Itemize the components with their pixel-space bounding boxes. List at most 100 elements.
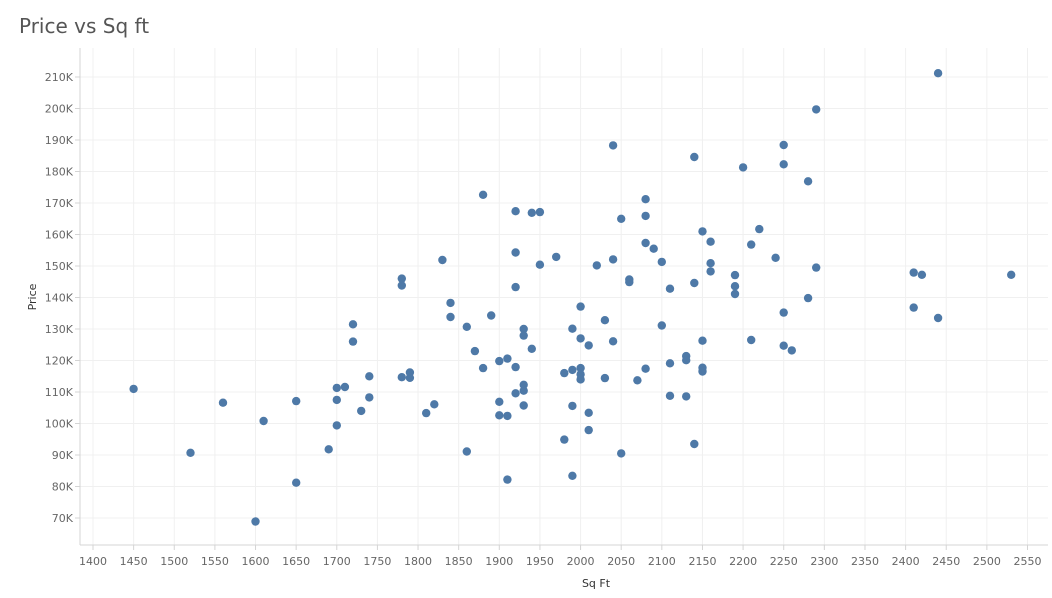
data-point <box>397 281 406 290</box>
x-tick-label: 1400 <box>79 555 107 568</box>
x-tick-label: 1700 <box>323 555 351 568</box>
data-point <box>812 263 821 272</box>
data-point <box>470 346 480 356</box>
data-point <box>608 337 618 346</box>
x-tick-label: 2000 <box>567 555 595 568</box>
data-point <box>690 278 699 288</box>
y-tick-label: 80K <box>52 481 74 494</box>
data-point <box>560 435 569 444</box>
data-point <box>755 224 764 234</box>
data-point <box>503 411 512 421</box>
data-point <box>787 346 796 355</box>
data-point <box>698 227 707 236</box>
data-point <box>348 320 358 329</box>
y-tick-label: 200K <box>45 103 74 116</box>
x-tick-label: 1550 <box>201 555 229 568</box>
data-point <box>568 471 577 480</box>
data-point <box>332 395 341 405</box>
data-point <box>633 376 642 385</box>
data-point <box>641 364 650 373</box>
data-point <box>706 259 715 268</box>
data-point <box>357 406 366 416</box>
data-point <box>665 359 675 368</box>
data-point <box>535 207 545 217</box>
y-tick-label: 100K <box>45 418 74 431</box>
x-tick-label: 1750 <box>363 555 391 568</box>
data-point <box>909 268 918 277</box>
x-tick-label: 1850 <box>445 555 473 568</box>
data-point <box>803 293 813 303</box>
data-point <box>568 365 577 375</box>
data-point <box>535 260 545 269</box>
data-point <box>478 190 488 199</box>
data-point <box>682 356 691 365</box>
data-point <box>422 408 431 418</box>
data-point <box>519 401 528 410</box>
data-point <box>324 445 333 454</box>
data-point <box>600 316 610 325</box>
data-point <box>657 321 666 330</box>
x-tick-label: 1600 <box>242 555 270 568</box>
x-tick-label: 1800 <box>404 555 432 568</box>
data-point <box>812 105 821 114</box>
data-point <box>462 447 471 456</box>
data-point <box>771 253 780 262</box>
x-tick-label: 1450 <box>120 555 148 568</box>
data-point <box>649 244 658 253</box>
y-axis-ticks: 70K 80K 90K 100K 110K 120K 130K 140K 150K 160K 170… <box>45 71 80 525</box>
data-point <box>259 416 268 426</box>
data-point <box>405 373 415 382</box>
data-point <box>682 392 691 401</box>
x-tick-label: 2250 <box>770 555 798 568</box>
data-point <box>706 237 715 246</box>
data-point <box>495 356 504 366</box>
x-axis-ticks: 1400 1450 1500 1550 1600 1650 1700 1750 1800 1850… <box>79 545 1042 568</box>
data-point <box>446 298 455 308</box>
data-point <box>665 391 675 400</box>
data-point <box>332 421 341 430</box>
y-tick-label: 120K <box>45 355 74 368</box>
data-point <box>747 335 756 345</box>
data-point <box>527 344 536 353</box>
data-point <box>438 255 447 265</box>
data-point <box>730 289 740 299</box>
x-tick-label: 2350 <box>851 555 879 568</box>
data-point <box>519 331 528 340</box>
x-tick-label: 2550 <box>1014 555 1042 568</box>
x-axis-title: Sq Ft <box>582 577 611 590</box>
data-point <box>779 160 788 169</box>
data-point <box>519 324 528 334</box>
data-point <box>503 475 512 484</box>
data-points <box>129 69 1016 526</box>
data-point <box>568 401 577 411</box>
data-point <box>803 177 813 186</box>
y-tick-label: 170K <box>45 197 74 210</box>
x-tick-label: 2200 <box>729 555 757 568</box>
data-point <box>917 270 927 279</box>
data-point <box>511 207 520 216</box>
data-point <box>617 449 626 458</box>
data-point <box>576 363 585 373</box>
data-point <box>552 252 561 262</box>
data-point <box>519 386 528 395</box>
data-point <box>706 267 715 276</box>
data-point <box>779 140 788 150</box>
data-point <box>495 397 504 406</box>
data-point <box>519 380 528 389</box>
data-point <box>292 478 301 487</box>
data-point <box>397 373 406 382</box>
data-point <box>576 375 585 384</box>
data-point <box>779 308 788 317</box>
data-point <box>698 367 707 376</box>
data-point <box>511 362 520 372</box>
y-tick-label: 110K <box>45 386 74 399</box>
data-point <box>568 324 577 333</box>
y-tick-label: 180K <box>45 166 74 179</box>
data-point <box>617 214 626 223</box>
y-tick-label: 160K <box>45 229 74 242</box>
data-point <box>365 393 374 402</box>
y-tick-label: 210K <box>45 71 74 84</box>
y-tick-label: 190K <box>45 134 74 147</box>
data-point <box>511 389 520 398</box>
